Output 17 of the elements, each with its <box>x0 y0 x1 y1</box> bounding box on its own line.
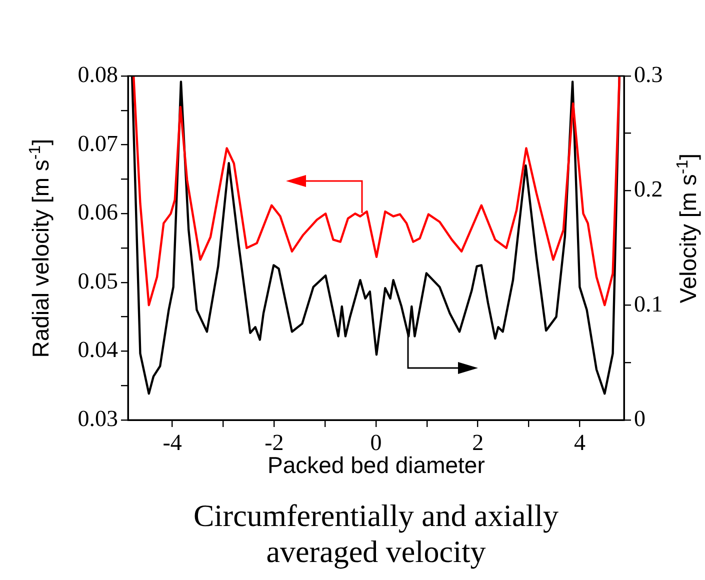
y-tick-label: 0.08 <box>78 62 118 88</box>
y-tick-label: 0.03 <box>78 406 118 432</box>
x-tick-label: -2 <box>264 430 284 455</box>
y2-tick-label: 0 <box>634 406 646 432</box>
x-axis-title: Packed bed diameter <box>268 452 485 479</box>
text: Circumferentially and axially averaged velocity <box>192 498 560 570</box>
y-tick-label: 0.07 <box>78 130 118 156</box>
y-tick-label: 0.05 <box>78 268 118 294</box>
x-tick-label: 0 <box>370 430 382 455</box>
y-tick-label: 0.04 <box>78 337 118 362</box>
y2-tick-label: 0.2 <box>634 176 663 202</box>
x-tick-label: 2 <box>472 430 484 455</box>
y2-tick-label: 0.1 <box>634 291 663 316</box>
y2-tick-label: 0.3 <box>634 62 663 88</box>
x-tick-label: 4 <box>574 430 586 455</box>
y-tick-label: 0.06 <box>78 200 118 225</box>
x-tick-label: -4 <box>162 430 182 455</box>
